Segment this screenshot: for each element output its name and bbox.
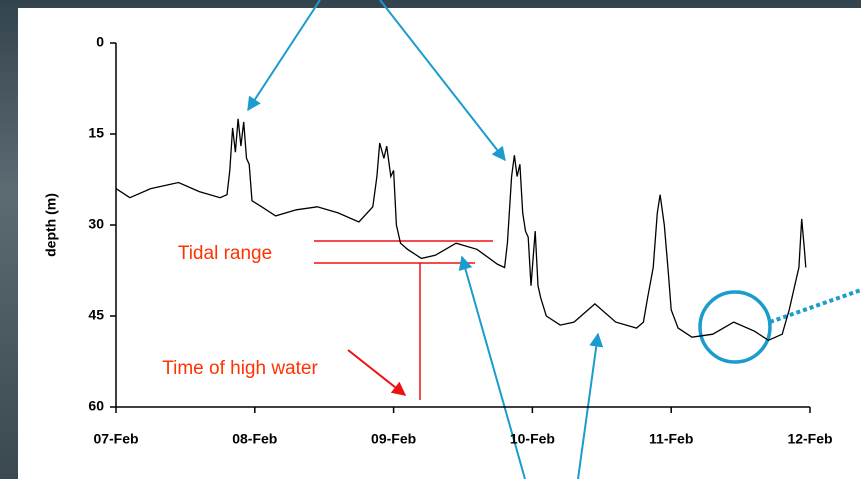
- y-tick-label: 15: [88, 125, 104, 141]
- x-tick-label: 08-Feb: [232, 431, 277, 447]
- depth-line: [115, 118, 807, 342]
- annotation: Tidal range: [178, 243, 272, 264]
- y-tick-label: 0: [96, 34, 104, 50]
- x-tick-label: 11-Feb: [649, 431, 693, 447]
- x-tick-label: 07-Feb: [93, 431, 138, 447]
- x-tick-label: 10-Feb: [510, 431, 555, 447]
- y-tick-label: 60: [88, 398, 104, 414]
- x-tick-label: 09-Feb: [371, 431, 416, 447]
- annotation: Time of high water: [162, 358, 318, 379]
- y-tick-label: 30: [88, 216, 104, 232]
- y-tick-label: 45: [88, 307, 104, 323]
- chart-panel: [18, 8, 861, 479]
- y-axis-label: depth (m): [43, 193, 59, 257]
- x-tick-label: 12-Feb: [787, 431, 832, 447]
